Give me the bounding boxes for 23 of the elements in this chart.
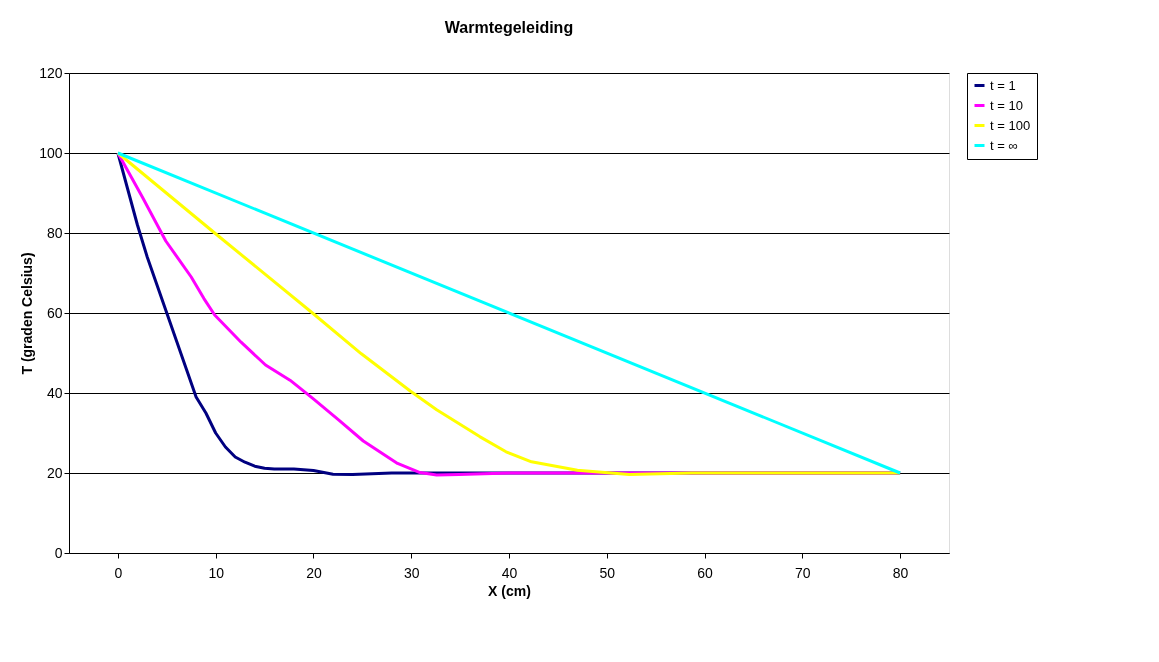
- y-tick-label: 40: [46, 384, 63, 401]
- y-axis-title: T (graden Celsius): [19, 252, 36, 375]
- x-tick-label: 60: [697, 564, 714, 581]
- legend-label: t = 100: [990, 117, 1031, 133]
- y-tick-label: 0: [54, 544, 63, 561]
- x-tick-label: 70: [795, 564, 811, 581]
- chart-title: Warmtegeleiding: [444, 19, 574, 36]
- y-tick-label: 60: [46, 304, 63, 321]
- x-tick-label: 10: [208, 564, 225, 581]
- legend-label: t = ∞: [990, 137, 1018, 153]
- y-tick-label: 100: [39, 144, 63, 161]
- y-tick-label: 120: [39, 64, 63, 81]
- legend-label: t = 10: [990, 97, 1023, 113]
- x-tick-label: 80: [892, 564, 909, 581]
- x-tick-label: 50: [599, 564, 616, 581]
- y-tick-label: 80: [46, 224, 63, 241]
- y-tick-label: 20: [46, 464, 63, 481]
- x-axis-title: X (cm): [488, 582, 531, 599]
- legend-label: t = 1: [990, 77, 1016, 93]
- x-tick-label: 0: [114, 564, 123, 581]
- x-tick-label: 30: [403, 564, 420, 581]
- x-tick-label: 20: [306, 564, 322, 581]
- x-tick-label: 40: [501, 564, 518, 581]
